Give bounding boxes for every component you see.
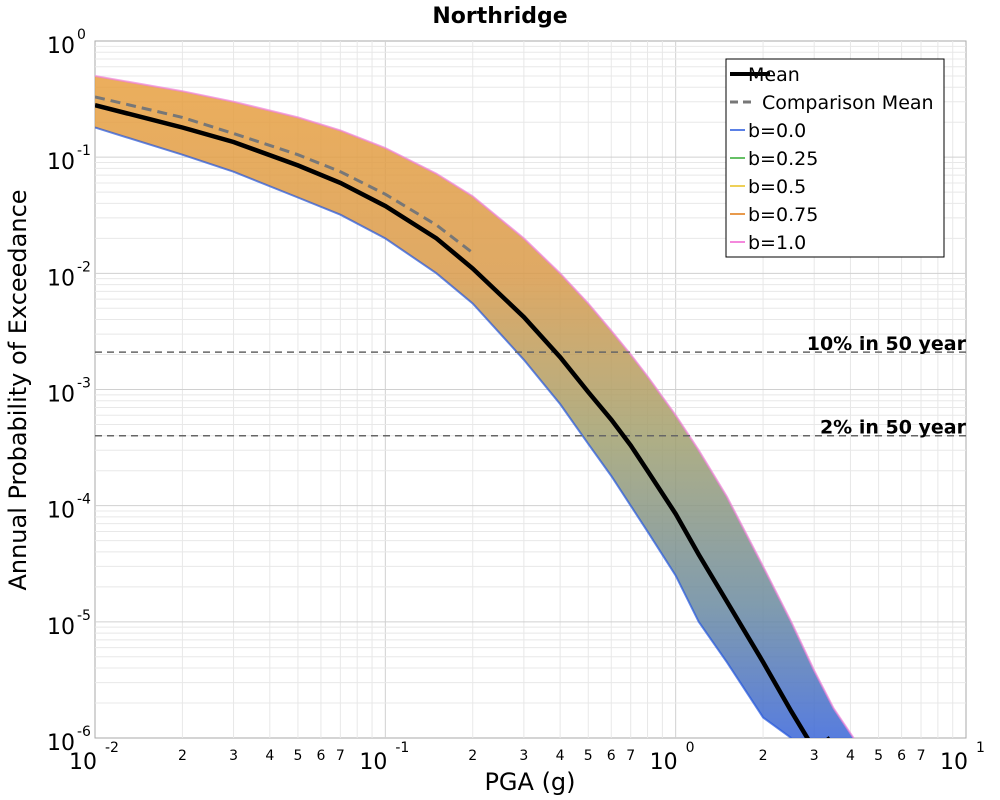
- x-minor-tick-label: 7: [336, 748, 345, 764]
- x-minor-tick-label: 5: [293, 748, 302, 764]
- y-tick-label: 10: [47, 731, 75, 756]
- series-lines: [95, 95, 830, 738]
- x-minor-tick-label: 6: [607, 748, 616, 764]
- x-minor-tick-label: 7: [917, 748, 926, 764]
- x-minor-tick-label: 3: [519, 748, 528, 764]
- x-minor-tick-label: 4: [265, 748, 274, 764]
- y-tick-label: 10: [47, 34, 75, 59]
- curve-band: [95, 75, 855, 738]
- x-minor-tick-label: 3: [229, 748, 238, 764]
- x-minor-tick-label: 7: [626, 748, 635, 764]
- x-minor-tick-label: 2: [759, 748, 768, 764]
- x-minor-tick-label: 2: [178, 748, 187, 764]
- series-line-comparison-mean: [95, 95, 474, 255]
- legend-label-b05: b=0.5: [748, 176, 806, 198]
- x-minor-tick-label: 2: [468, 748, 477, 764]
- y-tick-exponent: -6: [77, 724, 91, 740]
- y-tick-exponent: -2: [77, 259, 91, 275]
- x-minor-tick-label: 6: [897, 748, 906, 764]
- y-tick-exponent: -4: [77, 492, 91, 508]
- y-tick-label: 10: [47, 615, 75, 640]
- x-tick-exponent: -1: [395, 740, 409, 756]
- reference-line-label: 2% in 50 year: [820, 417, 967, 439]
- chart-title: Northridge: [432, 4, 567, 29]
- y-tick-label: 10: [47, 383, 75, 408]
- x-tick-label: 10: [69, 750, 97, 775]
- legend: Mean Comparison Mean b=0.0 b=0.25 b=0.5 …: [725, 58, 945, 258]
- x-tick-label: 10: [359, 750, 387, 775]
- series-line-mean: [95, 103, 830, 738]
- y-tick-label: 10: [47, 150, 75, 175]
- y-tick-label: 10: [47, 266, 75, 291]
- legend-label-b075: b=0.75: [748, 204, 818, 226]
- legend-label-b1: b=1.0: [748, 232, 806, 254]
- legend-label-b025: b=0.25: [748, 148, 818, 170]
- y-tick-exponent: -1: [77, 143, 91, 159]
- legend-box: [725, 58, 945, 258]
- reference-lines: 10% in 50 year 2% in 50 year: [95, 333, 967, 439]
- y-tick-exponent: -5: [77, 608, 91, 624]
- y-tick-label: 10: [47, 499, 75, 524]
- y-tick-exponent: 0: [77, 27, 86, 43]
- legend-label-comparison: Comparison Mean: [762, 92, 934, 114]
- x-tick-label: 10: [650, 750, 678, 775]
- envelope-lower-edge: [95, 126, 792, 738]
- x-minor-tick-label: 6: [316, 748, 325, 764]
- x-tick-exponent: -2: [105, 740, 119, 756]
- x-axis-label: PGA (g): [484, 768, 575, 796]
- curve-envelope: [95, 76, 854, 738]
- x-minor-tick-label: 5: [584, 748, 593, 764]
- x-minor-tick-label: 3: [810, 748, 819, 764]
- x-minor-tick-label: 4: [556, 748, 565, 764]
- reference-line-label: 10% in 50 year: [807, 333, 967, 355]
- x-tick-exponent: 1: [976, 740, 985, 756]
- y-tick-exponent: -3: [77, 376, 91, 392]
- x-tick-label: 10: [940, 750, 968, 775]
- legend-label-b0: b=0.0: [748, 120, 806, 142]
- x-tick-exponent: 0: [686, 740, 695, 756]
- envelope-upper-edge: [95, 75, 855, 738]
- legend-label-mean: Mean: [748, 64, 800, 86]
- x-minor-tick-label: 4: [846, 748, 855, 764]
- x-minor-tick-label: 5: [874, 748, 883, 764]
- y-axis-label: Annual Probability of Exceedance: [4, 189, 32, 590]
